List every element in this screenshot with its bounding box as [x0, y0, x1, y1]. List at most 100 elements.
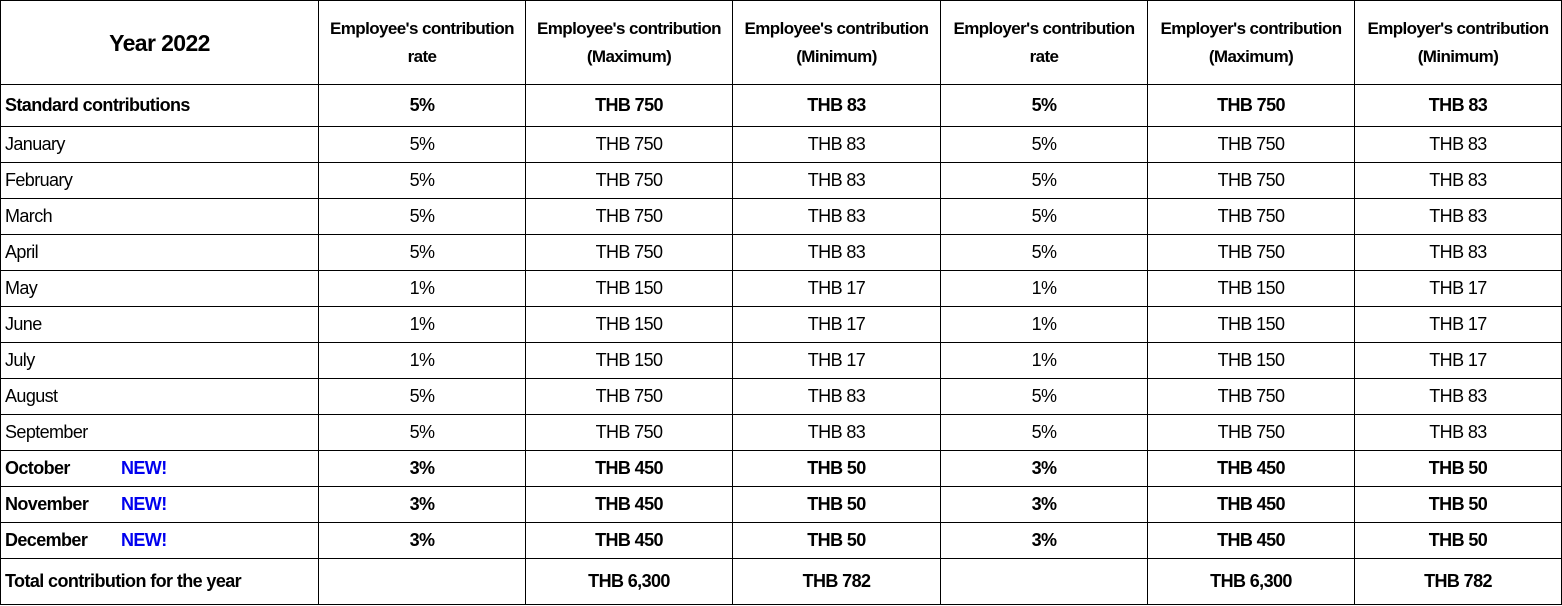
row-label: August — [5, 386, 58, 406]
row-label: Total contribution for the year — [5, 571, 242, 591]
value-cell: THB 83 — [1354, 84, 1562, 127]
row-label: February — [5, 170, 73, 190]
value-cell: 1% — [940, 306, 1148, 343]
value-cell: THB 83 — [732, 84, 941, 127]
value-cell: 5% — [940, 414, 1148, 451]
value-cell: THB 17 — [732, 306, 941, 343]
table-row: September 5% THB 750 THB 83 5% THB 750 THB 83 — [0, 414, 1562, 451]
row-label-cell: February — [0, 162, 319, 199]
table-row: August 5% THB 750 THB 83 5% THB 750 THB 83 — [0, 378, 1562, 415]
row-label: May — [5, 278, 38, 298]
value-cell: THB 83 — [732, 378, 941, 415]
value-cell: 5% — [940, 378, 1148, 415]
table-row: February 5% THB 750 THB 83 5% THB 750 THB 83 — [0, 162, 1562, 199]
value-cell: THB 50 — [732, 522, 941, 559]
value-cell: 5% — [318, 378, 526, 415]
row-label: October — [5, 458, 70, 478]
table-row: October NEW! 3% THB 450 THB 50 3% THB 450 THB 5… — [0, 450, 1562, 487]
table-row: December NEW! 3% THB 450 THB 50 3% THB 450 THB … — [0, 522, 1562, 559]
value-cell: THB 17 — [732, 342, 941, 379]
value-cell: THB 83 — [732, 198, 941, 235]
new-badge: NEW! — [121, 530, 167, 550]
row-label-cell: May — [0, 270, 319, 307]
value-cell: THB 150 — [525, 270, 733, 307]
row-label-cell: October NEW! — [0, 450, 319, 487]
value-cell: THB 50 — [732, 450, 941, 487]
row-label-cell: April — [0, 234, 319, 271]
table-row: April 5% THB 750 THB 83 5% THB 750 THB 83 — [0, 234, 1562, 271]
header-row: Year 2022 Employee's contribution rate Em… — [0, 0, 1562, 85]
value-cell: 3% — [940, 486, 1148, 523]
value-cell: THB 450 — [525, 522, 733, 559]
value-cell: THB 750 — [525, 414, 733, 451]
table-row: Standard contributions 5% THB 750 THB 83 5% T… — [0, 84, 1562, 127]
column-header: Employer's contribution (Minimum) — [1354, 0, 1562, 85]
value-cell: 3% — [940, 522, 1148, 559]
value-cell: 3% — [318, 522, 526, 559]
year-header: Year 2022 — [0, 0, 319, 85]
value-cell: THB 450 — [1147, 486, 1355, 523]
column-header: Employee's contribution rate — [318, 0, 526, 85]
value-cell: 5% — [940, 234, 1148, 271]
value-cell: 1% — [940, 342, 1148, 379]
value-cell: 3% — [940, 450, 1148, 487]
value-cell: 5% — [940, 198, 1148, 235]
row-label: November — [5, 494, 89, 514]
value-cell: THB 83 — [1354, 378, 1562, 415]
value-cell: THB 17 — [1354, 306, 1562, 343]
value-cell: THB 450 — [1147, 522, 1355, 559]
value-cell: THB 750 — [525, 126, 733, 163]
value-cell: THB 6,300 — [1147, 558, 1355, 605]
value-cell: THB 17 — [1354, 270, 1562, 307]
value-cell: THB 450 — [525, 486, 733, 523]
value-cell: THB 750 — [525, 162, 733, 199]
value-cell: THB 50 — [1354, 522, 1562, 559]
row-label-cell: December NEW! — [0, 522, 319, 559]
value-cell: THB 150 — [525, 342, 733, 379]
column-header: Employer's contribution rate — [940, 0, 1148, 85]
table-row: January 5% THB 750 THB 83 5% THB 750 THB 83 — [0, 126, 1562, 163]
value-cell: 5% — [940, 126, 1148, 163]
value-cell: THB 50 — [1354, 486, 1562, 523]
value-cell: THB 150 — [1147, 342, 1355, 379]
row-label: July — [5, 350, 35, 370]
column-header: Employee's contribution (Maximum) — [525, 0, 733, 85]
value-cell: 5% — [318, 162, 526, 199]
value-cell: 1% — [318, 306, 526, 343]
value-cell: 5% — [318, 126, 526, 163]
row-label-cell: Standard contributions — [0, 84, 319, 127]
value-cell: THB 50 — [1354, 450, 1562, 487]
value-cell: 5% — [940, 84, 1148, 127]
value-cell: THB 750 — [1147, 414, 1355, 451]
table-body: Standard contributions 5% THB 750 THB 83 5% T… — [0, 84, 1562, 605]
value-cell: THB 83 — [1354, 414, 1562, 451]
value-cell: THB 150 — [1147, 270, 1355, 307]
value-cell: THB 83 — [732, 234, 941, 271]
new-badge: NEW! — [121, 494, 167, 514]
value-cell: THB 83 — [1354, 126, 1562, 163]
row-label: September — [5, 422, 88, 442]
value-cell: 1% — [318, 270, 526, 307]
table-row: March 5% THB 750 THB 83 5% THB 750 THB 83 — [0, 198, 1562, 235]
value-cell: THB 750 — [1147, 162, 1355, 199]
value-cell: THB 83 — [732, 162, 941, 199]
row-label: March — [5, 206, 53, 226]
value-cell: THB 83 — [732, 414, 941, 451]
value-cell: THB 50 — [732, 486, 941, 523]
row-label-cell: June — [0, 306, 319, 343]
row-label: April — [5, 242, 39, 262]
row-label: December — [5, 530, 88, 550]
row-label-cell: July — [0, 342, 319, 379]
row-label-cell: November NEW! — [0, 486, 319, 523]
column-header: Employee's contribution (Minimum) — [732, 0, 941, 85]
value-cell: THB 450 — [525, 450, 733, 487]
value-cell: 1% — [940, 270, 1148, 307]
value-cell: THB 750 — [1147, 234, 1355, 271]
table-row: November NEW! 3% THB 450 THB 50 3% THB 450 THB … — [0, 486, 1562, 523]
value-cell: THB 750 — [525, 234, 733, 271]
value-cell — [318, 558, 526, 605]
value-cell: THB 750 — [525, 198, 733, 235]
row-label: Standard contributions — [5, 95, 190, 115]
value-cell: THB 450 — [1147, 450, 1355, 487]
